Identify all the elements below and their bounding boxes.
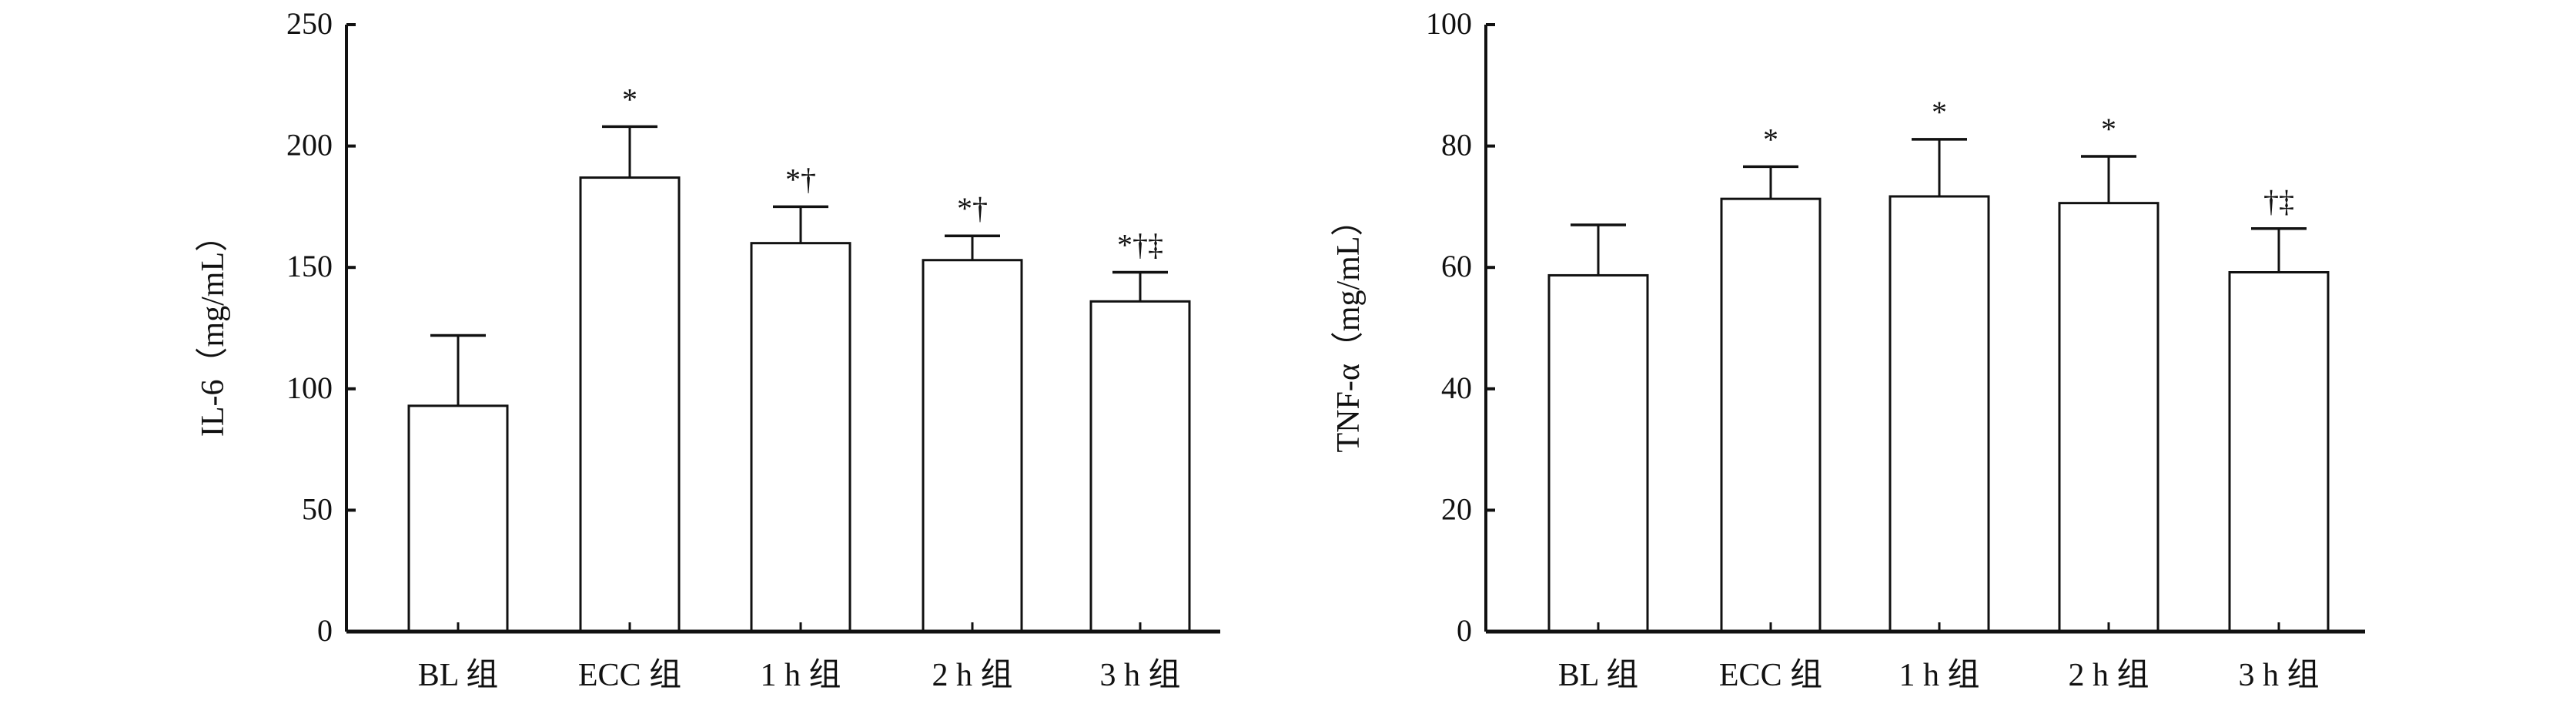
bar	[1720, 197, 1822, 633]
significance-marker: *†‡	[1117, 228, 1163, 263]
significance-marker: *	[1763, 122, 1778, 156]
significance-marker: *	[2101, 112, 2116, 146]
x-tick-label: ECC 组	[1719, 658, 1822, 693]
y-axis-label: TNF-α（mg/mL）	[1331, 204, 1367, 453]
bar	[2058, 202, 2159, 633]
y-tick-label: 250	[286, 6, 333, 41]
x-tick-label: 2 h 组	[2068, 658, 2149, 693]
y-tick-label: 0	[317, 613, 333, 648]
bar	[407, 404, 509, 633]
x-tick-label: 1 h 组	[760, 658, 841, 693]
bar	[579, 176, 681, 633]
y-tick-label: 100	[1426, 6, 1472, 41]
chart-1: BL 组 ECC 组 * 1 h 组 *† 2 h 组 *† 3 h 组 *†‡ 0 50 100 15…	[196, 6, 1220, 693]
y-tick-label: 0	[1457, 613, 1472, 648]
significance-marker: †‡	[2263, 184, 2294, 219]
x-tick-label: 3 h 组	[2238, 658, 2319, 693]
significance-marker: *	[1932, 95, 1947, 129]
y-tick-label: 150	[286, 249, 333, 283]
y-tick-label: 50	[302, 491, 333, 526]
y-tick-label: 100	[286, 370, 333, 405]
bar	[2228, 271, 2330, 633]
bar	[1889, 195, 1990, 633]
bar	[1089, 300, 1191, 633]
bar	[750, 242, 851, 633]
y-tick-label: 60	[1441, 249, 1472, 283]
x-tick-label: 1 h 组	[1899, 658, 1979, 693]
bar	[1547, 273, 1649, 633]
x-tick-label: ECC 组	[578, 658, 681, 693]
significance-marker: *	[622, 82, 637, 116]
x-tick-label: 2 h 组	[932, 658, 1012, 693]
x-tick-label: BL 组	[1558, 658, 1639, 693]
y-tick-label: 80	[1441, 128, 1472, 163]
y-tick-label: 20	[1441, 491, 1472, 526]
significance-marker: *†	[785, 162, 816, 196]
x-tick-label: 3 h 组	[1099, 658, 1180, 693]
y-tick-label: 200	[286, 128, 333, 163]
y-tick-label: 40	[1441, 370, 1472, 405]
bar	[922, 259, 1023, 633]
y-axis-label: IL-6（mg/mL）	[196, 220, 231, 437]
chart-2: BL 组 ECC 组 * 1 h 组 * 2 h 组 * 3 h 组 †‡ 0 20 40 60 80 10…	[1331, 6, 2365, 693]
significance-marker: *†	[957, 191, 988, 226]
x-tick-label: BL 组	[418, 658, 499, 693]
